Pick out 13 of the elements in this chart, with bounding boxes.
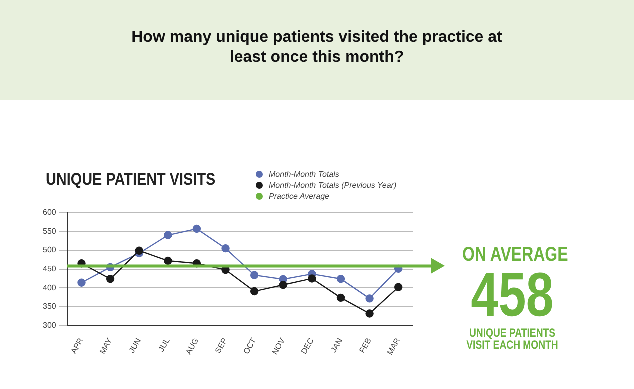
legend-label: Practice Average — [268, 191, 330, 202]
legend-label: Month-Month Totals — [268, 169, 340, 180]
y-tick-label: 350 — [42, 302, 57, 312]
y-tick-label: 500 — [42, 246, 57, 255]
chart-title: How many unique patients visited the practice at least once this month? — [130, 28, 504, 68]
y-tick-label: 600 — [42, 208, 57, 218]
chart-subtitle: UNIQUE PATIENT VISITS — [46, 170, 216, 190]
y-tick-label: 450 — [42, 264, 57, 274]
y-tick-label: 300 — [42, 321, 57, 330]
y-tick-label: 400 — [42, 283, 57, 292]
x-tick-label: JUL — [156, 336, 172, 354]
legend-label: Month-Month Totals (Previous Year) — [268, 180, 397, 191]
y-tick-label: 550 — [42, 226, 57, 236]
